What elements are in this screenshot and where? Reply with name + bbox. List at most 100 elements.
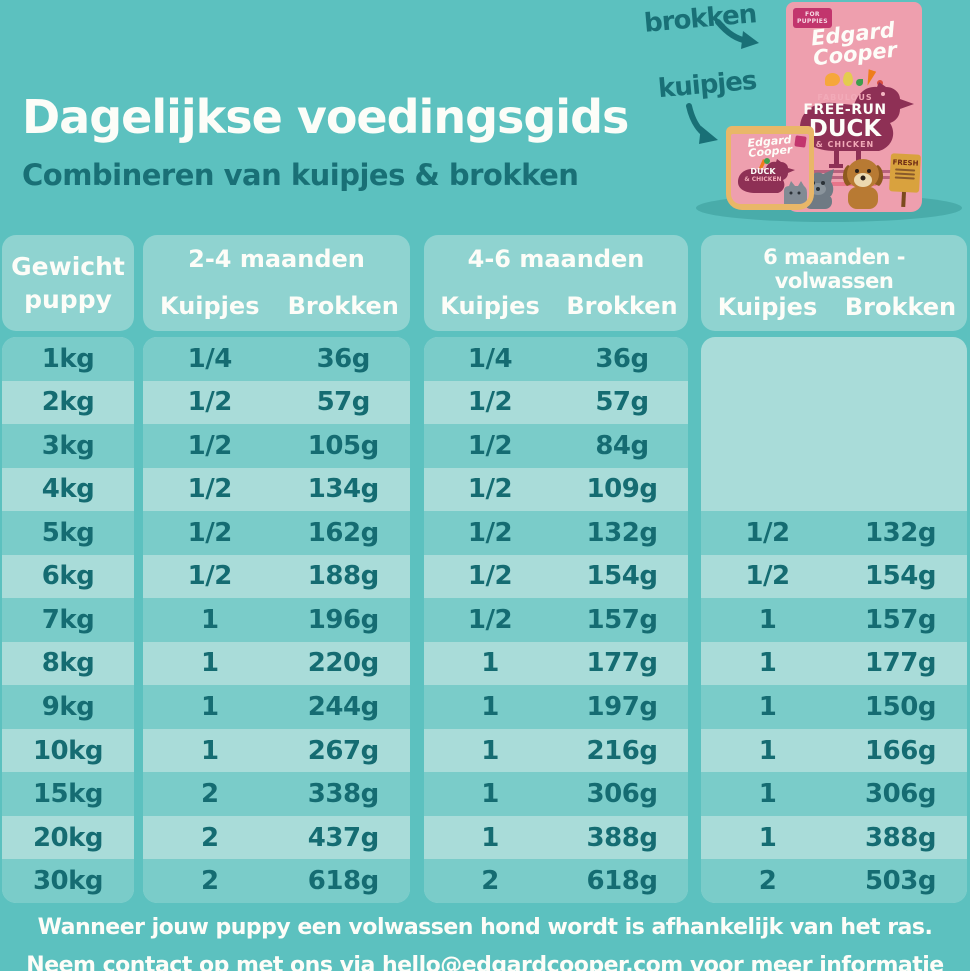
table-row: 1 388g xyxy=(701,816,967,860)
kuipjes-cell: 1 xyxy=(481,648,499,679)
table-row: 1/2 132g xyxy=(701,511,967,555)
table-row: 9kg xyxy=(2,685,134,729)
kuipjes-cell: 1 xyxy=(200,648,219,679)
cat-illustration xyxy=(784,181,807,204)
table-row: 1/2 84g xyxy=(424,424,688,468)
group-title: 4-6 maanden xyxy=(467,245,645,273)
brokken-cell: 132g xyxy=(865,517,936,548)
brokken-cell: 188g xyxy=(307,561,379,592)
brokken-cell: 154g xyxy=(586,561,658,592)
weight-cell: 7kg xyxy=(41,604,95,635)
mango-icon xyxy=(825,73,840,86)
table-row: 1 196g xyxy=(143,598,410,642)
weight-cell: 5kg xyxy=(41,517,95,548)
kuipjes-cell: 1/2 xyxy=(467,604,513,635)
kuipjes-cell: 1 xyxy=(481,779,499,810)
page-subtitle: Combineren van kuipjes & brokken xyxy=(22,158,579,192)
weight-cell: 9kg xyxy=(41,692,95,723)
brokken-cell: 84g xyxy=(595,430,649,461)
table-row: 1/4 36g xyxy=(143,337,410,381)
kuipjes-cell: 1/2 xyxy=(745,561,790,592)
footer-note: Wanneer jouw puppy een volwassen hond wo… xyxy=(0,909,970,971)
bag-freerun-text: FREE-RUN xyxy=(803,102,887,118)
kuipjes-cell: 1/2 xyxy=(467,517,513,548)
bag-fabulous-text: FABULOUS xyxy=(817,93,873,102)
table-row: 1/2 109g xyxy=(424,468,688,512)
table-row: 1kg xyxy=(2,337,134,381)
table-row: 7kg xyxy=(2,598,134,642)
brokken-cell: 197g xyxy=(586,692,658,723)
table-row: 2 338g xyxy=(143,772,410,816)
table-row: 1 220g xyxy=(143,642,410,686)
kuipjes-cell: 1 xyxy=(200,604,219,635)
leaf-icon xyxy=(856,79,863,86)
kuipjes-cell: 1 xyxy=(758,692,777,723)
table-row: 1 177g xyxy=(424,642,688,686)
col-header-kuipjes: Kuipjes xyxy=(160,292,260,320)
brokken-cell: 306g xyxy=(586,779,658,810)
footer-line1: Wanneer jouw puppy een volwassen hond wo… xyxy=(37,915,933,940)
kuipjes-cell: 1 xyxy=(758,822,777,853)
table-row xyxy=(701,337,967,381)
weight-cell: 6kg xyxy=(41,561,95,592)
table-row: 1 197g xyxy=(424,685,688,729)
duck-icon xyxy=(800,82,914,168)
col-header-brokken: Brokken xyxy=(566,292,678,320)
table-row: 1 177g xyxy=(701,642,967,686)
table-row: 2 618g xyxy=(424,859,688,903)
kuipjes-cell: 1/2 xyxy=(467,474,513,505)
header-group-6-maanden-volwassen: 6 maanden - volwassen Kuipjes Brokken xyxy=(701,235,967,331)
product-showcase: brokken kuipjes FOR PUPPIES Edgard Coope… xyxy=(630,0,970,232)
kuipjes-cell: 1 xyxy=(758,735,777,766)
body-group-6-maanden-volwassen: 1/2 132g 1/2 154g 1 157g 1 177g 1 150g 1 166g 1 306g 1… xyxy=(701,337,967,903)
brokken-cell: 57g xyxy=(595,387,649,418)
kuipjes-cell: 2 xyxy=(481,866,499,897)
table-row: 1 267g xyxy=(143,729,410,773)
table-row: 1 244g xyxy=(143,685,410,729)
wet-food-tub: Edgard Cooper DUCK & CHICKEN xyxy=(726,126,814,210)
table-row: 1/2 132g xyxy=(424,511,688,555)
tub-flavor-text: DUCK & CHICKEN xyxy=(731,168,795,184)
brokken-cell: 618g xyxy=(586,866,658,897)
brokken-cell: 162g xyxy=(307,517,379,548)
kuipjes-cell: 1/2 xyxy=(467,387,513,418)
kuipjes-cell: 2 xyxy=(200,822,219,853)
header-group-2-4-maanden: 2-4 maanden Kuipjes Brokken xyxy=(143,235,410,331)
table-row: 6kg xyxy=(2,555,134,599)
weight-header-line2: puppy xyxy=(24,285,112,314)
tub-chicken-text-line: & CHICKEN xyxy=(744,176,782,183)
kuipjes-cell: 1/4 xyxy=(187,343,233,374)
table-row: 1/2 57g xyxy=(424,381,688,425)
brokken-cell: 177g xyxy=(586,648,658,679)
brokken-cell: 36g xyxy=(595,343,649,374)
bag-tag-line2: PUPPIES xyxy=(797,18,828,25)
table-row: 5kg xyxy=(2,511,134,555)
table-row xyxy=(701,424,967,468)
kuipjes-cell: 1/4 xyxy=(467,343,513,374)
col-header-brokken: Brokken xyxy=(844,293,957,321)
table-row: 1/2 154g xyxy=(424,555,688,599)
kibble-bag: FOR PUPPIES Edgard Cooper xyxy=(786,2,922,212)
tub-corner-tag xyxy=(794,135,807,148)
header-weight-panel: Gewicht puppy xyxy=(2,235,134,331)
table-row: 1 157g xyxy=(701,598,967,642)
brokken-cell: 105g xyxy=(307,430,379,461)
kuipjes-cell: 1 xyxy=(481,692,499,723)
header-group-4-6-maanden: 4-6 maanden Kuipjes Brokken xyxy=(424,235,688,331)
kuipjes-cell: 1/2 xyxy=(467,430,513,461)
table-row: 3kg xyxy=(2,424,134,468)
brokken-cell: 157g xyxy=(865,604,936,635)
fresh-sign: FRESH xyxy=(889,153,921,193)
weight-cell: 4kg xyxy=(41,474,95,505)
brokken-cell: 154g xyxy=(865,561,936,592)
table-row: 1/2 57g xyxy=(143,381,410,425)
kuipjes-cell: 1/2 xyxy=(187,561,233,592)
table-row: 10kg xyxy=(2,729,134,773)
kuipjes-cell: 1 xyxy=(200,692,219,723)
kuipjes-cell: 1 xyxy=(758,779,777,810)
bag-tag-line1: FOR xyxy=(805,11,820,18)
brokken-cell: 244g xyxy=(307,692,379,723)
brokken-cell: 150g xyxy=(865,692,936,723)
table-row xyxy=(701,381,967,425)
kuipjes-cell: 1/2 xyxy=(187,387,233,418)
